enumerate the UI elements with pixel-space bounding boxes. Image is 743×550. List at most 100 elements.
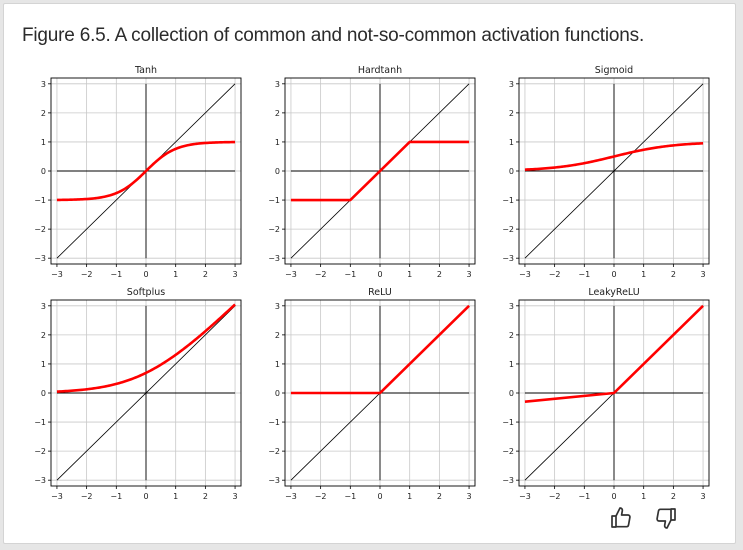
y-tick-label: 1 [41, 138, 46, 147]
y-tick-label: 2 [275, 109, 280, 118]
y-tick-label: −1 [268, 196, 280, 205]
panel-title: Hardtanh [358, 65, 402, 76]
x-tick-label: 3 [233, 270, 238, 279]
series-line-hardtanh [290, 140, 470, 202]
x-tick-label: 3 [233, 492, 238, 501]
panel-title: ReLU [368, 287, 392, 298]
x-tick-label: −1 [578, 492, 590, 501]
x-tick-label: 2 [671, 270, 676, 279]
x-tick-label: −1 [110, 492, 122, 501]
y-tick-label: 3 [275, 302, 280, 311]
y-tick-label: −2 [502, 447, 514, 456]
y-tick-label: −2 [502, 225, 514, 234]
y-tick-label: 3 [509, 302, 514, 311]
y-tick-label: −3 [268, 476, 280, 485]
x-tick-label: −1 [344, 492, 356, 501]
x-tick-label: −1 [578, 270, 590, 279]
panel-tanh: −3 −2 −1 0 1 2 3 −3 −2 −1 0 1 2 3 Tanh [34, 65, 242, 279]
y-tick-label: 3 [41, 80, 46, 89]
x-tick-label: 1 [641, 492, 646, 501]
x-tick-label: 0 [611, 492, 616, 501]
y-tick-label: 0 [509, 389, 514, 398]
series-line-tanh [56, 140, 236, 202]
x-tick-label: 0 [377, 270, 382, 279]
y-tick-label: 0 [275, 167, 280, 176]
x-tick-label: 3 [467, 270, 472, 279]
y-tick-label: −1 [34, 418, 46, 427]
x-tick-label: 3 [467, 492, 472, 501]
y-tick-label: 2 [509, 109, 514, 118]
x-tick-label: −2 [315, 492, 327, 501]
y-tick-label: 2 [275, 331, 280, 340]
x-tick-label: −2 [81, 492, 93, 501]
y-tick-label: −1 [268, 418, 280, 427]
panel-relu: −3 −2 −1 0 1 2 3 −3 −2 −1 0 1 2 3 ReLU [268, 287, 476, 501]
y-tick-label: −3 [502, 476, 514, 485]
series-line-softplus [56, 303, 236, 393]
x-tick-label: 2 [671, 492, 676, 501]
y-tick-label: 3 [275, 80, 280, 89]
x-tick-label: 2 [437, 492, 442, 501]
y-tick-label: 2 [509, 331, 514, 340]
thumbs-down-button[interactable] [653, 505, 679, 531]
x-tick-label: −3 [519, 270, 531, 279]
panel-title: Tanh [134, 65, 157, 76]
x-tick-label: −1 [344, 270, 356, 279]
y-tick-label: 0 [41, 389, 46, 398]
x-tick-label: −3 [285, 270, 297, 279]
y-tick-label: 3 [509, 80, 514, 89]
x-tick-label: −3 [519, 492, 531, 501]
series-line-leakyrelu [524, 304, 704, 404]
y-tick-label: −1 [34, 196, 46, 205]
x-tick-label: 0 [611, 270, 616, 279]
x-tick-label: 1 [407, 492, 412, 501]
panel-softplus: −3 −2 −1 0 1 2 3 −3 −2 −1 0 1 2 3 Softplus [34, 287, 242, 501]
thumbs-up-button[interactable] [608, 505, 634, 531]
series-line-relu [290, 304, 470, 395]
y-tick-label: 1 [275, 138, 280, 147]
y-tick-label: −1 [502, 196, 514, 205]
y-tick-label: −3 [268, 254, 280, 263]
y-tick-label: −3 [34, 254, 46, 263]
x-tick-label: 1 [173, 492, 178, 501]
y-tick-label: 3 [41, 302, 46, 311]
panel-leakyrelu: −3 −2 −1 0 1 2 3 −3 −2 −1 0 1 2 3 LeakyReLU [502, 287, 710, 501]
y-tick-label: 1 [41, 360, 46, 369]
y-tick-label: −2 [268, 225, 280, 234]
identity-line [56, 305, 236, 481]
x-tick-label: −3 [285, 492, 297, 501]
y-tick-label: 2 [41, 331, 46, 340]
y-tick-label: −2 [34, 447, 46, 456]
x-tick-label: −2 [549, 492, 561, 501]
figure-caption: Figure 6.5. A collection of common and n… [22, 25, 645, 46]
y-tick-label: 0 [509, 167, 514, 176]
x-tick-label: 1 [407, 270, 412, 279]
y-tick-label: 1 [509, 360, 514, 369]
y-tick-label: −2 [268, 447, 280, 456]
y-tick-label: 1 [509, 138, 514, 147]
y-tick-label: −3 [34, 476, 46, 485]
series-line-sigmoid [524, 142, 704, 171]
x-tick-label: 0 [143, 270, 148, 279]
panel-title: Softplus [127, 287, 165, 298]
panel-title: Sigmoid [595, 65, 633, 76]
panel-title: LeakyReLU [588, 287, 639, 298]
y-tick-label: −1 [502, 418, 514, 427]
y-tick-label: −3 [502, 254, 514, 263]
x-tick-label: 2 [203, 270, 208, 279]
y-tick-label: 0 [275, 389, 280, 398]
y-tick-label: 2 [41, 109, 46, 118]
thumbs-down-icon [656, 508, 676, 529]
x-tick-label: 2 [203, 492, 208, 501]
x-tick-label: −3 [51, 270, 63, 279]
x-tick-label: −2 [549, 270, 561, 279]
y-tick-label: −2 [34, 225, 46, 234]
x-tick-label: −3 [51, 492, 63, 501]
panel-sigmoid: −3 −2 −1 0 1 2 3 −3 −2 −1 0 1 2 3 Sigmoid [502, 65, 710, 279]
y-tick-label: 0 [41, 167, 46, 176]
x-tick-label: 2 [437, 270, 442, 279]
x-tick-label: −2 [81, 270, 93, 279]
x-tick-label: 1 [641, 270, 646, 279]
y-tick-label: 1 [275, 360, 280, 369]
